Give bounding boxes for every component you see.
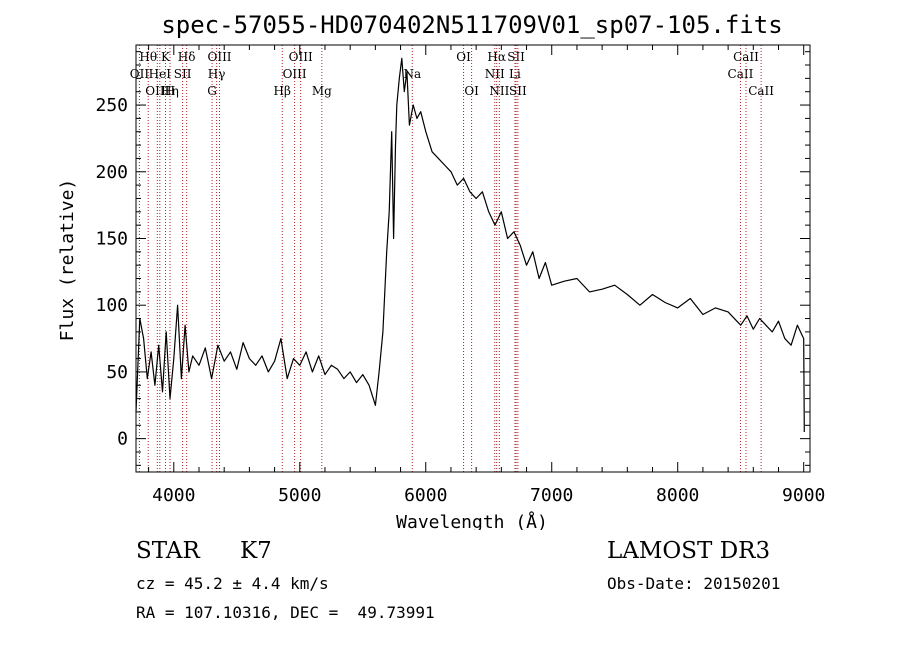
spectrum-series — [135, 57, 805, 433]
line-marker-label: CaII — [728, 67, 754, 81]
line-marker-label: Na — [403, 67, 421, 81]
line-marker-label: Hδ — [178, 50, 196, 64]
survey-name: LAMOST DR3 — [607, 538, 771, 564]
axes: 4000 5000 6000 7000 8000 9000 0 50 100 150 200 250 — [95, 45, 825, 506]
spectrum-chart: spec-57055-HD070402N511709V01_sp07-105.f… — [57, 11, 825, 530]
y-tick-label: 50 — [106, 362, 128, 383]
y-tick-label: 0 — [117, 429, 128, 450]
line-marker-label: G — [207, 84, 217, 98]
y-tick-label: 200 — [95, 162, 128, 183]
x-tick-label: 7000 — [530, 485, 573, 506]
chart-title: spec-57055-HD070402N511709V01_sp07-105.f… — [161, 11, 782, 39]
coordinates-readout: RA = 107.10316, DEC = 49.73991 — [136, 603, 435, 622]
spectral-line-markers: HθOIIOIIIHeIKHηHSIIHδGHγOIIIHβOIIIOIIIMg… — [130, 45, 774, 472]
line-marker-label: Hα — [487, 50, 506, 64]
line-marker-label: Mg — [312, 84, 332, 98]
spectrum-line-0 — [135, 57, 805, 433]
line-marker-label: CaII — [733, 50, 759, 64]
line-marker-label: OI — [456, 50, 471, 64]
x-tick-label: 4000 — [152, 485, 195, 506]
line-marker-label: OIII — [207, 50, 231, 64]
object-type: STAR — [136, 538, 200, 564]
line-marker-label: OIII — [289, 50, 313, 64]
object-subclass: K7 — [240, 538, 272, 564]
line-marker-label: NII — [485, 67, 505, 81]
x-tick-label: 8000 — [656, 485, 699, 506]
line-marker-label: OII — [130, 67, 150, 81]
y-tick-label: 250 — [95, 95, 128, 116]
plot-frame — [135, 44, 811, 473]
y-axis-label: Flux (relative) — [57, 179, 78, 342]
velocity-readout: cz = 45.2 ± 4.4 km/s — [136, 574, 329, 593]
x-tick-label: 6000 — [404, 485, 447, 506]
line-marker-label: OIII — [283, 67, 307, 81]
line-marker-label: Hθ — [139, 50, 157, 64]
line-marker-label: SII — [509, 84, 527, 98]
line-marker-label: SII — [174, 67, 192, 81]
observation-date: Obs-Date: 20150201 — [607, 574, 781, 593]
line-marker-label: NII — [489, 84, 509, 98]
line-marker-label: HeI — [149, 67, 172, 81]
line-marker-label: Li — [509, 67, 521, 81]
line-marker-label: SII — [507, 50, 525, 64]
line-marker-label: Hβ — [274, 84, 291, 98]
line-marker-label: CaII — [748, 84, 774, 98]
line-marker-label: OI — [464, 84, 479, 98]
x-tick-label: 9000 — [782, 485, 825, 506]
x-tick-label: 5000 — [278, 485, 321, 506]
line-marker-label: Hγ — [208, 67, 226, 81]
y-tick-label: 150 — [95, 228, 128, 249]
line-marker-label: K — [161, 50, 171, 64]
y-tick-label: 100 — [95, 295, 128, 316]
line-marker-label: OIII — [145, 84, 169, 98]
line-marker-label: H — [165, 84, 175, 98]
x-axis-label: Wavelength (Å) — [396, 511, 548, 530]
